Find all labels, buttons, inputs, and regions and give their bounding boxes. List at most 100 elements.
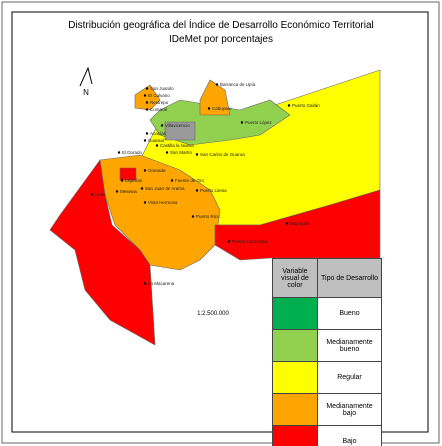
- place: El Calvario: [143, 93, 170, 98]
- place-label: Mapiripán: [290, 221, 310, 226]
- legend-label: Regular: [317, 361, 382, 394]
- legend-swatch: [272, 361, 318, 394]
- regions: [49, 69, 381, 346]
- legend-swatch: [272, 297, 318, 330]
- place-dot: [143, 139, 147, 142]
- place: Mesetas: [115, 189, 138, 194]
- place-dot: [170, 179, 174, 182]
- place-dot: [115, 190, 119, 193]
- place-dot: [155, 144, 159, 147]
- north-arrow: N: [79, 66, 93, 97]
- place: Granada: [143, 168, 166, 173]
- place: Villavicencio: [160, 123, 190, 128]
- place-dot: [145, 132, 149, 135]
- place-label: Vista Hermosa: [148, 200, 178, 205]
- place-label: Granada: [148, 168, 166, 173]
- place-label: Puerto Concordia: [232, 239, 268, 244]
- place-dot: [90, 193, 94, 196]
- legend-label: Bajo: [317, 425, 382, 446]
- place: Fuente de Oro: [170, 178, 205, 183]
- place: Mapiripán: [285, 221, 310, 226]
- place-dot: [240, 121, 244, 124]
- legend-label: Medianamente bajo: [317, 393, 382, 426]
- place-label: Villavicencio: [165, 123, 190, 128]
- legend: Variable visual de color Tipo de Desarro…: [272, 258, 382, 446]
- place-label: Barranca de Upía: [220, 82, 256, 87]
- place-label: San Martín: [170, 150, 193, 155]
- place-label: Guamal: [148, 138, 164, 143]
- place-dot: [165, 151, 169, 154]
- place-label: Acacías: [150, 131, 167, 136]
- legend-label: Medianamente bueno: [317, 329, 382, 362]
- place-dot: [145, 101, 149, 104]
- place: Castilla la Nueva: [155, 143, 194, 148]
- title: Distribución geográfica del Índice de De…: [68, 18, 374, 31]
- inner-frame: [11, 11, 429, 433]
- place-label: Fuente de Oro: [175, 178, 205, 183]
- place-label: Cabuyaro: [212, 106, 232, 111]
- place: Guamal: [143, 138, 164, 143]
- place-label: El Dorado: [122, 150, 143, 155]
- place-dot: [195, 189, 199, 192]
- place: Vista Hermosa: [143, 200, 178, 205]
- place-label: San Juanito: [150, 86, 174, 91]
- place-label: Cumaral: [150, 107, 167, 112]
- place-label: Puerto Rico: [196, 214, 220, 219]
- place: San Martín: [165, 150, 193, 155]
- place: Restrepo: [145, 100, 169, 105]
- place-dot: [143, 94, 147, 97]
- place-label: Puerto Lleras: [200, 188, 228, 193]
- place: Lejanías: [120, 178, 143, 183]
- place: Acacías: [145, 131, 167, 136]
- place: El Dorado: [117, 150, 143, 155]
- subtitle: IDeMet por porcentajes: [169, 34, 273, 45]
- place-dot: [145, 87, 149, 90]
- place-dot: [140, 187, 144, 190]
- place: San Juan de Arama: [140, 186, 185, 191]
- place: San Carlos de Guaroa: [195, 152, 245, 157]
- place-label: Mesetas: [120, 189, 138, 194]
- place-dot: [215, 83, 219, 86]
- place-label: San Carlos de Guaroa: [200, 152, 245, 157]
- place-dot: [285, 222, 289, 225]
- place-label: San Juan de Arama: [145, 186, 185, 191]
- legend-header: Variable visual de color: [272, 258, 318, 298]
- place-dot: [143, 282, 147, 285]
- place: Cumaral: [145, 107, 167, 112]
- place: Puerto Concordia: [227, 239, 268, 244]
- place-dot: [207, 107, 211, 110]
- place: Puerto Gaitán: [287, 103, 320, 108]
- place: Puerto Lleras: [195, 188, 228, 193]
- scale: 1:2.500.000: [197, 311, 229, 317]
- place-label: Puerto Gaitán: [292, 103, 320, 108]
- place-dot: [117, 151, 121, 154]
- legend-swatch: [272, 329, 318, 362]
- north-label: N: [83, 88, 89, 97]
- legend-swatch: [272, 393, 318, 426]
- legend-swatch: [272, 425, 318, 446]
- place: Uribe: [90, 192, 106, 197]
- place-label: La Macarena: [148, 281, 175, 286]
- place-dot: [287, 104, 291, 107]
- place-dot: [191, 215, 195, 218]
- place-dot: [143, 169, 147, 172]
- place-dot: [195, 153, 199, 156]
- place: Puerto López: [240, 120, 273, 125]
- place-dot: [160, 124, 164, 127]
- place-label: El Calvario: [148, 93, 170, 98]
- place: Barranca de Upía: [215, 82, 256, 87]
- place: San Juanito: [145, 86, 174, 91]
- place-label: Lejanías: [125, 178, 143, 183]
- place-label: Puerto López: [245, 120, 273, 125]
- place-dot: [227, 240, 231, 243]
- place: Puerto Rico: [191, 214, 220, 219]
- legend-header: Tipo de Desarrollo: [317, 258, 382, 298]
- place-dot: [145, 108, 149, 111]
- place-dot: [120, 179, 124, 182]
- place-label: Restrepo: [150, 100, 169, 105]
- legend-label: Bueno: [317, 297, 382, 330]
- place: Cabuyaro: [207, 106, 232, 111]
- place-label: Uribe: [95, 192, 106, 197]
